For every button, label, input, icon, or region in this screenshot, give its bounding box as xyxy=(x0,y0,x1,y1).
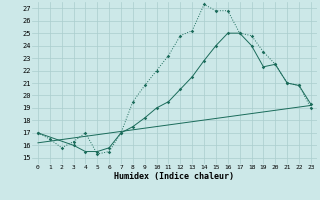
X-axis label: Humidex (Indice chaleur): Humidex (Indice chaleur) xyxy=(115,172,234,181)
